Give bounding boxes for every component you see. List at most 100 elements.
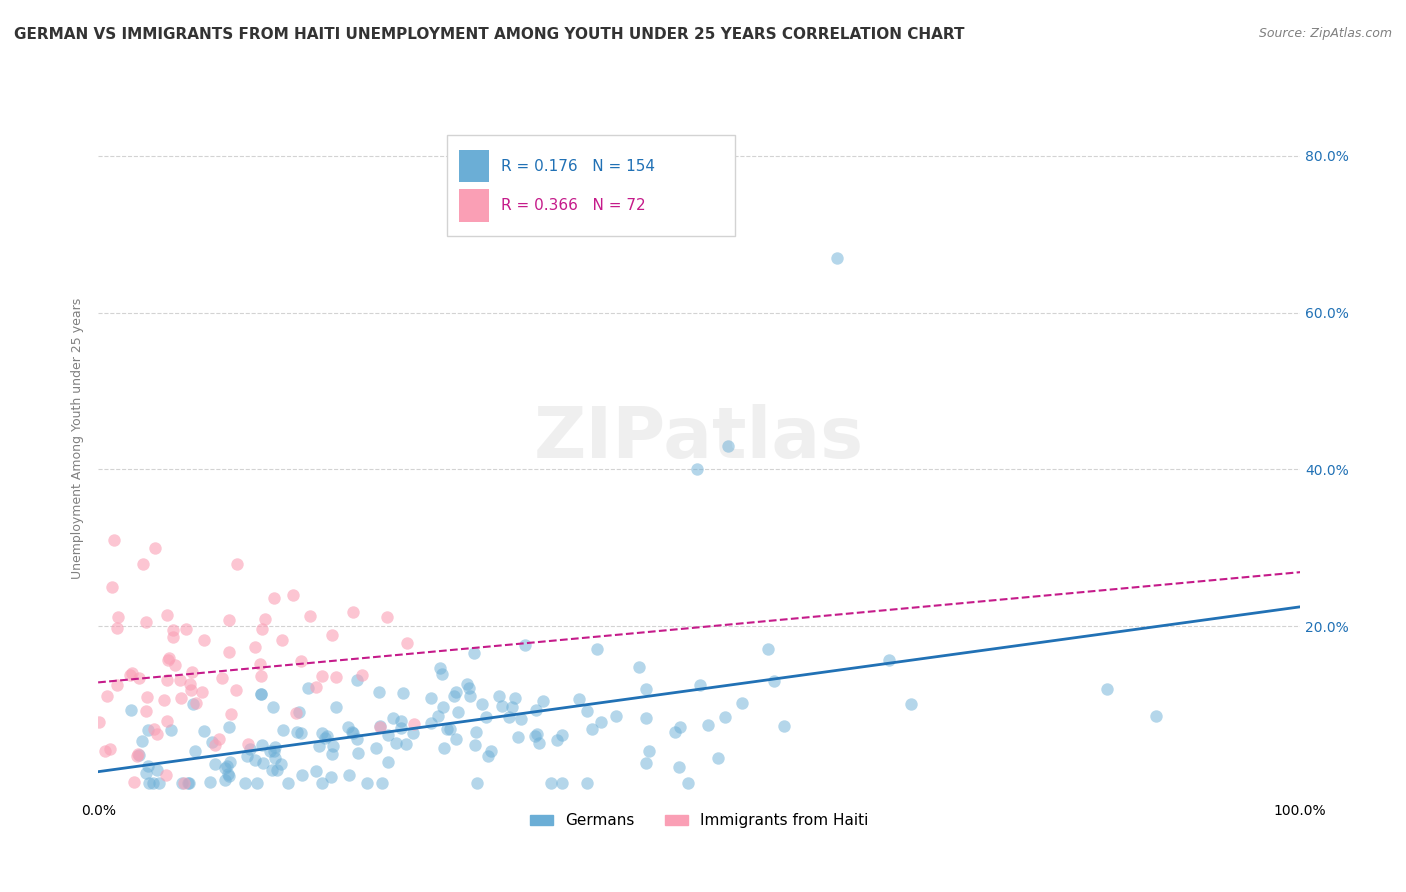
Point	[714, 710, 737, 724]
Point	[524, 730, 547, 744]
Point	[756, 642, 779, 657]
Point	[211, 671, 233, 685]
Point	[163, 658, 186, 673]
Point	[636, 682, 658, 697]
Point	[586, 642, 609, 657]
Point	[346, 673, 368, 688]
Text: ZIPatlas: ZIPatlas	[534, 404, 865, 473]
Point	[271, 632, 294, 647]
Point	[389, 714, 412, 728]
Point	[664, 724, 686, 739]
Point	[1144, 709, 1167, 723]
Point	[263, 744, 285, 758]
Point	[184, 743, 207, 757]
Point	[501, 700, 523, 714]
Point	[498, 710, 520, 724]
Point	[432, 666, 454, 681]
Point	[377, 728, 399, 742]
Point	[389, 722, 412, 736]
Point	[322, 739, 344, 753]
Point	[508, 731, 530, 745]
Point	[218, 720, 240, 734]
Point	[252, 756, 274, 770]
Point	[245, 776, 267, 790]
Point	[392, 686, 415, 700]
Point	[308, 739, 330, 754]
Point	[356, 776, 378, 790]
Point	[252, 738, 274, 752]
Point	[524, 703, 547, 717]
Point	[634, 756, 657, 771]
Point	[138, 776, 160, 790]
Point	[546, 732, 568, 747]
Point	[156, 608, 179, 623]
Point	[101, 580, 124, 594]
Point	[219, 756, 242, 770]
Point	[384, 736, 406, 750]
Point	[420, 690, 443, 705]
Point	[305, 680, 328, 694]
Point	[605, 709, 627, 723]
Point	[143, 722, 166, 736]
Point	[290, 726, 312, 740]
Point	[87, 715, 110, 730]
Point	[156, 673, 179, 687]
Point	[270, 757, 292, 772]
Point	[118, 668, 141, 682]
Point	[254, 612, 277, 626]
Point	[157, 651, 180, 665]
Point	[291, 768, 314, 782]
Text: R = 0.176   N = 154: R = 0.176 N = 154	[501, 159, 655, 174]
Point	[366, 741, 388, 756]
Point	[439, 722, 461, 736]
Point	[375, 610, 398, 624]
Point	[174, 622, 197, 636]
Point	[337, 768, 360, 782]
Point	[135, 704, 157, 718]
Point	[180, 683, 202, 698]
Point	[135, 615, 157, 629]
Point	[689, 678, 711, 692]
Point	[259, 744, 281, 758]
Point	[730, 696, 752, 710]
Point	[551, 776, 574, 790]
Point	[152, 693, 174, 707]
Point	[226, 557, 249, 571]
Bar	[458, 189, 489, 222]
Point	[127, 747, 149, 761]
Point	[707, 751, 730, 765]
Point	[156, 714, 179, 729]
Point	[427, 709, 450, 723]
Point	[245, 640, 267, 655]
Point	[214, 761, 236, 775]
Point	[218, 645, 240, 659]
Point	[250, 688, 273, 702]
Point	[444, 731, 467, 746]
Point	[180, 665, 202, 679]
Point	[239, 741, 262, 756]
Point	[105, 621, 128, 635]
Point	[145, 726, 167, 740]
Point	[336, 720, 359, 734]
Point	[669, 720, 692, 734]
Point	[311, 669, 333, 683]
Point	[249, 657, 271, 671]
Point	[347, 746, 370, 760]
Point	[581, 722, 603, 736]
Point	[458, 681, 481, 696]
Point	[219, 706, 242, 721]
Point	[262, 699, 284, 714]
Point	[321, 628, 343, 642]
Point	[162, 624, 184, 638]
Point	[477, 748, 499, 763]
Point	[627, 660, 650, 674]
Point	[668, 760, 690, 774]
Point	[433, 740, 456, 755]
Point	[475, 710, 498, 724]
Point	[402, 725, 425, 739]
Point	[368, 685, 391, 699]
Point	[465, 776, 488, 790]
Point	[96, 690, 118, 704]
Point	[342, 725, 364, 739]
Point	[773, 719, 796, 733]
